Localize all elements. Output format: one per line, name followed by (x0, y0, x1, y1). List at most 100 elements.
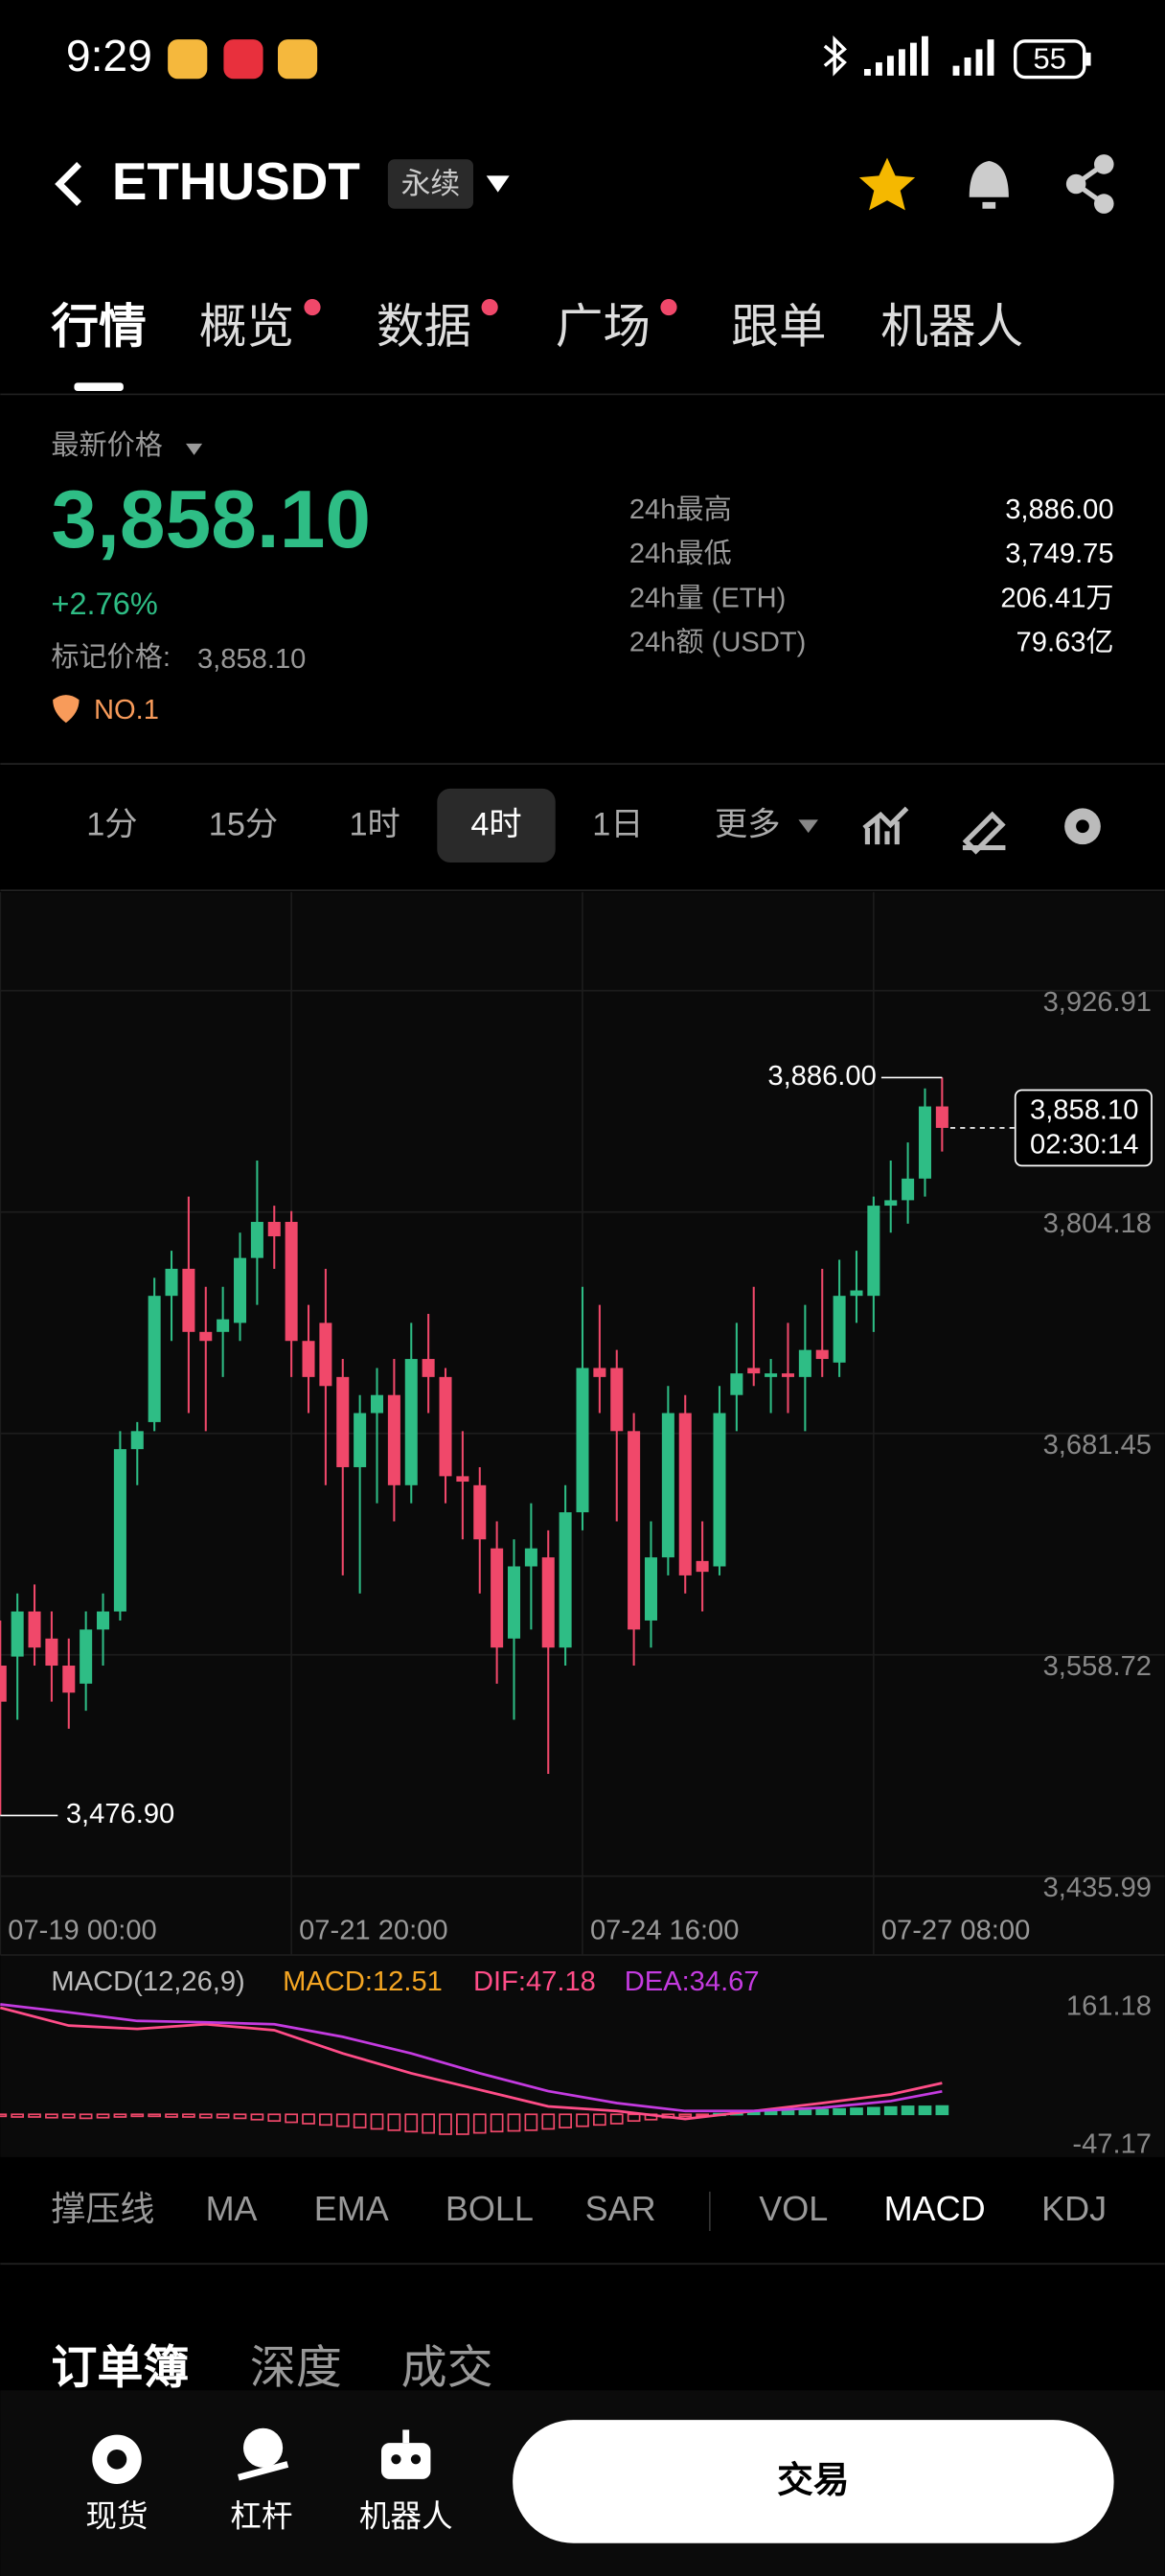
tab[interactable]: 广场 (556, 300, 651, 354)
orderbook-tab[interactable]: 深度 (250, 2342, 342, 2393)
candle-body (781, 1373, 795, 1377)
last-price-box (1014, 1089, 1153, 1167)
orderbook-tab[interactable]: 成交 (401, 2342, 493, 2393)
candle-body (404, 1359, 418, 1485)
histogram-bar (490, 2113, 504, 2133)
nav-label[interactable]: 现货 (85, 2499, 148, 2534)
histogram-bar (96, 2113, 110, 2119)
interval[interactable]: 1分 (86, 806, 137, 842)
tab[interactable]: 数据 (377, 300, 471, 354)
indicator-tab[interactable]: MACD (884, 2189, 986, 2228)
candle-body (491, 1548, 504, 1648)
candle-body (815, 1349, 829, 1360)
histogram-bar (0, 2113, 8, 2118)
tab[interactable]: 行情 (51, 300, 146, 354)
orderbook-tabs: 订单簿 深度 成交 (51, 2342, 492, 2393)
candle-body (678, 1413, 692, 1576)
candle-body (593, 1368, 606, 1377)
battery-tip (1085, 52, 1091, 66)
tab[interactable]: 机器人 (880, 300, 1023, 354)
symbol[interactable]: ETHUSDT (112, 151, 360, 211)
low-label: 3,476.90 (66, 1799, 174, 1829)
favorite-star[interactable] (858, 157, 916, 211)
more-dropdown[interactable] (798, 819, 818, 834)
macd-line (0, 2006, 943, 2121)
candle-body (730, 1373, 743, 1395)
alert-bell[interactable] (969, 161, 1009, 209)
tab-underline (74, 382, 124, 391)
app-icon (223, 39, 263, 80)
histogram-bar (781, 2109, 795, 2116)
histogram-bar (113, 2113, 127, 2118)
candle-body (285, 1222, 298, 1342)
histogram-bar (883, 2105, 898, 2116)
histogram-bar (507, 2113, 521, 2132)
indicator-icon[interactable] (862, 806, 909, 845)
histogram-bar (267, 2113, 282, 2123)
symbol-dropdown[interactable] (486, 175, 510, 193)
histogram-bar (387, 2113, 401, 2131)
rank-icon (53, 695, 80, 724)
nav-label[interactable]: 机器人 (359, 2499, 453, 2534)
margin-icon[interactable] (237, 2427, 289, 2481)
histogram-bar (901, 2105, 915, 2116)
indicator-tab[interactable]: EMA (314, 2189, 389, 2228)
trade-label[interactable]: 交易 (777, 2459, 849, 2499)
candle-body (80, 1629, 93, 1684)
histogram-bar (576, 2113, 589, 2128)
x-tick-label: 07-19 00:00 (8, 1916, 156, 1946)
interval[interactable]: 4时 (470, 806, 521, 842)
notification-dot (481, 299, 498, 316)
candle-body (250, 1222, 263, 1258)
candle-body (387, 1394, 400, 1485)
orderbook-tab[interactable]: 订单簿 (51, 2342, 189, 2393)
contract-type: 永续 (401, 167, 461, 200)
indicator-tab[interactable]: MA (206, 2189, 258, 2228)
draw-icon[interactable] (962, 811, 1006, 855)
trade-button[interactable] (513, 2420, 1114, 2543)
price-dropdown[interactable] (186, 443, 203, 455)
candle-body (217, 1319, 230, 1332)
candle-body (918, 1106, 931, 1179)
indicator-tab[interactable]: BOLL (445, 2189, 534, 2228)
contract-badge (387, 159, 473, 209)
tab[interactable]: 概览 (199, 300, 294, 354)
interval[interactable]: 1日 (592, 806, 643, 842)
bot-icon[interactable] (381, 2429, 431, 2479)
candle-body (165, 1268, 178, 1297)
tab[interactable]: 跟单 (731, 300, 826, 354)
candle-body (713, 1413, 726, 1567)
candle-body (559, 1512, 572, 1648)
nav-label[interactable]: 杠杆 (230, 2499, 292, 2534)
interval[interactable]: 更多 (715, 806, 781, 842)
candle-body (747, 1368, 761, 1374)
stat-label: 24h最低 (629, 538, 732, 569)
indicator-tab[interactable]: KDJ (1041, 2189, 1107, 2228)
price-change: +2.76% (51, 586, 157, 621)
notification-dot (660, 299, 677, 316)
spot-icon[interactable] (92, 2434, 142, 2484)
candle-body (850, 1290, 863, 1297)
histogram-bar (353, 2113, 367, 2128)
indicator-tab[interactable]: SAR (585, 2189, 656, 2228)
back-button[interactable] (55, 162, 81, 206)
share-button[interactable] (1065, 154, 1114, 214)
settings-icon[interactable] (1064, 808, 1101, 845)
interval[interactable]: 15分 (209, 806, 278, 842)
indicator-tab[interactable]: 撑压线 (51, 2189, 154, 2228)
histogram-bar (678, 2113, 693, 2118)
macd-line (0, 2003, 943, 2113)
indicator-tab[interactable]: VOL (759, 2189, 828, 2228)
histogram-bar (250, 2113, 264, 2121)
candle-body (182, 1268, 195, 1332)
histogram-bar (79, 2113, 93, 2120)
candle-body (97, 1611, 110, 1630)
interval[interactable]: 1时 (349, 806, 400, 842)
histogram-bar (404, 2113, 419, 2133)
candle-body (576, 1368, 589, 1513)
candle-body (28, 1611, 41, 1648)
candle-body (902, 1178, 915, 1201)
y-tick-label: 161.18 (1066, 1991, 1152, 2022)
signal-icon (952, 39, 994, 76)
candle-body (62, 1666, 76, 1693)
